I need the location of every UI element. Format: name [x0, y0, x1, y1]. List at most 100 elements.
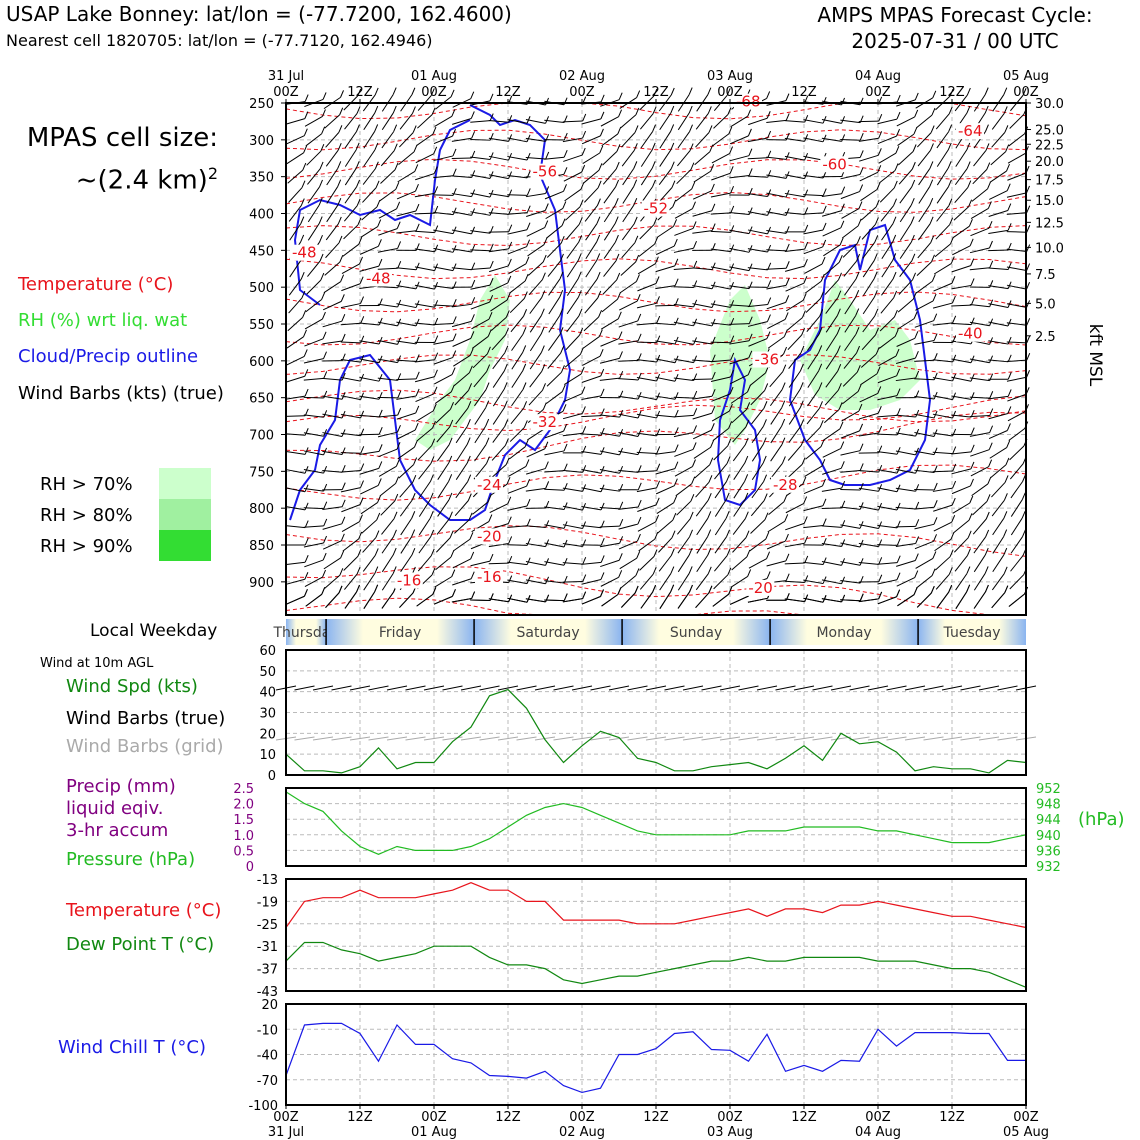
upper-wind-barb-1033	[932, 432, 953, 437]
upper-wind-barb-flag-817	[822, 188, 827, 196]
upper-wind-barb-flag-299	[489, 260, 494, 269]
upper-wind-barb-flag-1010	[933, 534, 938, 542]
upper-wind-barb-flag-525	[633, 143, 638, 151]
upper-wind-barb-flag-393	[542, 383, 546, 391]
upper-wind-barb-flag-1142	[1026, 300, 1031, 308]
upper-wind-barb-504	[601, 298, 618, 313]
legend-temp-2m: Temperature (°C)	[66, 900, 222, 921]
upper-wind-barb-flag-422	[561, 384, 566, 392]
upper-wind-barb-flag-565	[656, 354, 661, 363]
upper-wind-barb-flag-702	[748, 207, 753, 215]
top-date-label-2: 01 Aug	[411, 69, 457, 84]
upper-wind-barb-flag-122	[376, 199, 381, 208]
upper-wind-barb-537	[618, 378, 639, 381]
upper-wind-barb-flag-963	[910, 197, 915, 206]
temp-label-3: -56	[533, 163, 558, 181]
wind-ytick-label-4: 40	[259, 686, 276, 701]
upper-wind-barb-flag-109	[359, 497, 364, 505]
cell-size-line1: MPAS cell size:	[26, 123, 218, 153]
upper-wind-barb-679	[710, 322, 731, 326]
upper-wind-barb-1120	[988, 430, 1008, 439]
upper-wind-barb-767	[767, 336, 785, 349]
upper-wind-barb-flag-36	[318, 216, 323, 224]
upper-wind-barb-flag-692	[726, 548, 731, 556]
upper-wind-barb-198	[400, 536, 413, 554]
upper-wind-barb-1038	[933, 521, 952, 532]
upper-wind-barb-705	[729, 266, 750, 272]
upper-wind-barb-flag-658	[709, 457, 714, 465]
upper-wind-barb-flag-347	[508, 594, 513, 602]
upper-wind-barb-flag-280	[466, 437, 471, 445]
upper-wind-barb-flag-717	[744, 474, 749, 482]
upper-wind-barb-9	[289, 260, 302, 278]
upper-wind-barb-539	[618, 413, 639, 419]
wind-barb-grid-29	[812, 736, 833, 741]
pressure-ytick-label-5: 952	[1036, 782, 1061, 797]
upper-wind-barb-flag-310	[486, 456, 490, 464]
upper-wind-barb-flag-469	[597, 180, 602, 189]
upper-wind-barb-762	[766, 249, 787, 252]
upper-wind-barb-flag-270	[471, 262, 476, 270]
upper-wind-barb-flag-475	[597, 290, 602, 299]
upper-wind-barb-flag-1009	[933, 517, 938, 525]
upper-wind-barb-17	[285, 415, 306, 417]
upper-wind-barb-flag-602	[673, 495, 678, 503]
upper-wind-barb-452	[562, 413, 583, 420]
upper-wind-barb-777	[767, 520, 786, 533]
upper-wind-barb-flag-178	[414, 164, 419, 172]
upper-wind-barb-flag-867	[841, 576, 846, 585]
upper-wind-barb-221	[416, 427, 433, 442]
upper-wind-barb-flag-655	[711, 406, 716, 414]
upper-wind-barb-304	[472, 353, 488, 369]
upper-wind-barb-flag-645	[711, 223, 716, 231]
upper-wind-barb-flag-1035	[952, 463, 957, 472]
upper-wind-barb-flag-1153	[1021, 492, 1026, 501]
upper-wind-barb-840	[803, 597, 824, 603]
upper-wind-barb-flag-940	[893, 309, 898, 318]
upper-wind-barb-flag-323	[508, 171, 513, 179]
upper-wind-barb-flag-764	[785, 278, 790, 286]
upper-wind-barb-158	[377, 339, 398, 345]
upper-wind-barb-flag-466	[599, 128, 604, 137]
upper-wind-barb-flag-118	[374, 124, 379, 132]
upper-wind-barb-flag-960	[912, 144, 917, 152]
upper-wind-barb-flag-380	[545, 151, 550, 160]
upper-wind-barb-flag-482	[600, 427, 605, 436]
upper-wind-barb-164	[378, 448, 398, 458]
upper-wind-barb-flag-1034	[952, 446, 957, 454]
upper-wind-barb-291	[470, 120, 491, 123]
upper-wind-barb-flag-972	[915, 370, 920, 379]
upper-wind-barb-436	[562, 120, 583, 123]
upper-wind-barb-flag-797	[800, 345, 805, 354]
wind-barb-true-33	[886, 685, 907, 691]
upper-wind-barb-818	[803, 212, 824, 215]
upper-wind-barb-387	[528, 279, 543, 295]
upper-wind-barb-flag-414	[560, 235, 565, 244]
upper-wind-barb-flag-147	[393, 124, 398, 132]
upper-wind-barb-100	[340, 341, 361, 344]
upper-wind-barb-flag-737	[766, 314, 771, 322]
upper-wind-barb-834	[803, 505, 824, 512]
upper-wind-barb-flag-290	[489, 93, 494, 102]
upper-wind-barb-315	[470, 560, 491, 567]
upper-wind-barb-flag-423	[562, 404, 567, 412]
upper-wind-barb-244	[433, 322, 454, 326]
upper-wind-barb-flag-81	[341, 516, 346, 525]
upper-wind-barb-107	[340, 470, 361, 473]
upper-wind-barb-flag-977	[915, 466, 920, 474]
upper-wind-barb-13	[286, 336, 304, 349]
upper-wind-barb-1077	[972, 169, 988, 185]
upper-wind-barb-flag-531	[635, 254, 640, 263]
upper-wind-barb-706	[729, 285, 750, 290]
upper-wind-barb-809	[784, 580, 805, 583]
upper-wind-barb-flag-473	[596, 253, 601, 261]
upper-wind-barb-294	[470, 174, 491, 179]
upper-wind-barb-flag-29	[322, 92, 327, 100]
upper-wind-barb-385	[527, 244, 545, 257]
upper-wind-barb-830	[805, 426, 821, 443]
wind-barb-grid-35	[923, 736, 944, 741]
upper-wind-barb-649	[692, 303, 713, 309]
upper-wind-barb-flag-497	[615, 161, 620, 170]
upper-wind-barb-620	[673, 303, 694, 308]
